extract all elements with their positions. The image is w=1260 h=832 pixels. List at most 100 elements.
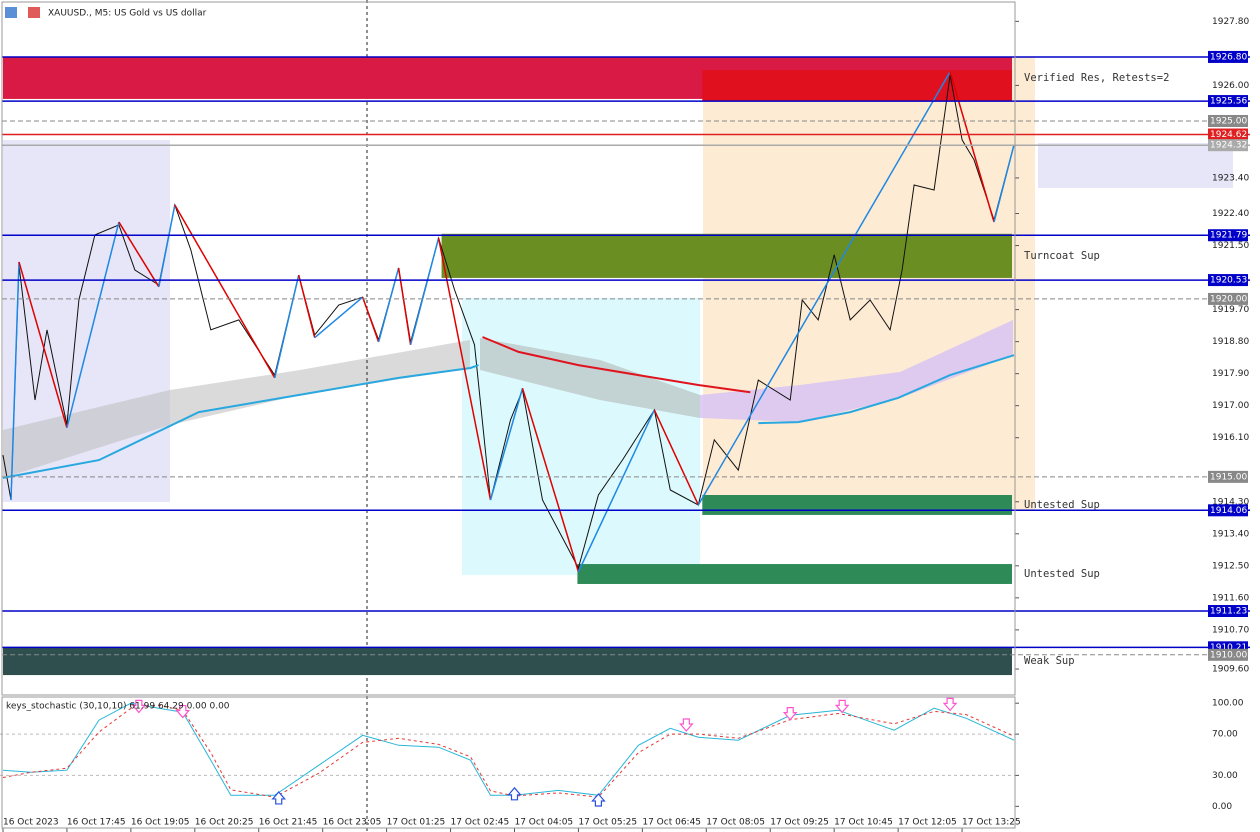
level-label: 1910.21 xyxy=(1210,643,1247,653)
x-tick-label: 17 Oct 01:25 xyxy=(387,818,446,828)
series-line xyxy=(2,702,1015,796)
signal-arrow xyxy=(271,791,287,805)
y-tick-label: 1914.30 xyxy=(1212,497,1249,507)
level-box xyxy=(1208,50,1248,63)
symbol-title: XAUUSD., M5: US Gold vs US dollar xyxy=(48,9,207,19)
zigzag-segment xyxy=(577,409,656,573)
series-line xyxy=(482,336,751,394)
y-tick-label: 1921.50 xyxy=(1212,241,1249,251)
zigzag-segment xyxy=(949,71,995,223)
y-tick-label: 1918.80 xyxy=(1212,337,1249,347)
series-line xyxy=(2,354,1015,479)
zone xyxy=(2,646,1013,676)
stoch-title: keys_stochastic (30,10,10) 61.99 64.29 0… xyxy=(6,702,230,712)
zone xyxy=(441,233,1013,278)
level-box xyxy=(1208,95,1248,108)
level-label: 1926.80 xyxy=(1210,52,1247,62)
level-label: 1914.06 xyxy=(1210,506,1247,516)
level-box xyxy=(1208,229,1248,242)
zone-label: Untested Sup xyxy=(1024,568,1100,580)
x-tick-label: 16 Oct 20:25 xyxy=(195,818,254,828)
level-label: 1924.62 xyxy=(1210,130,1247,140)
zigzag-segment xyxy=(437,237,492,501)
zigzag-segment xyxy=(409,237,440,346)
session-box xyxy=(1038,143,1233,188)
zigzag-segment xyxy=(10,261,20,501)
x-tick-label: 16 Oct 21:45 xyxy=(259,818,318,828)
y-tick-label: 70.00 xyxy=(1212,730,1238,740)
zigzag-segment xyxy=(18,261,68,428)
zone-label: Turncoat Sup xyxy=(1024,250,1100,262)
zigzag-segment xyxy=(521,388,580,573)
signal-arrow xyxy=(942,697,958,712)
zigzag-segment xyxy=(297,274,316,338)
y-tick-label: 30.00 xyxy=(1212,771,1238,781)
level-box xyxy=(1208,274,1248,287)
signal-arrow xyxy=(782,707,798,721)
y-tick-label: 1919.70 xyxy=(1212,305,1249,315)
x-tick-label: 17 Oct 04:05 xyxy=(514,818,573,828)
level-label: 1924.32 xyxy=(1210,141,1247,151)
zigzag-segment xyxy=(697,71,951,506)
zone-label: Weak Sup xyxy=(1024,655,1075,667)
signal-arrow xyxy=(834,699,850,714)
x-tick-label: 17 Oct 12:05 xyxy=(898,818,957,828)
y-tick-label: 0.00 xyxy=(1212,802,1232,812)
level-label: 1920.00 xyxy=(1210,294,1247,304)
level-label: 1920.53 xyxy=(1210,276,1247,286)
signal-arrow xyxy=(507,786,522,801)
y-tick-label: 1913.40 xyxy=(1212,529,1249,539)
x-tick-label: 17 Oct 05:25 xyxy=(578,818,637,828)
y-tick-label: 1911.60 xyxy=(1212,593,1249,603)
level-box xyxy=(1208,139,1248,152)
level-box xyxy=(1208,292,1248,305)
session-box xyxy=(703,57,1035,510)
signal-arrow xyxy=(591,793,606,807)
x-tick-label: 17 Oct 09:25 xyxy=(770,818,829,828)
zigzag-segment xyxy=(361,296,380,343)
level-box xyxy=(1208,605,1248,618)
level-label: 1911.23 xyxy=(1210,607,1247,617)
zigzag-segment xyxy=(174,204,276,379)
level-box xyxy=(1208,128,1248,141)
zigzag-segment xyxy=(314,296,364,339)
level-label: 1921.79 xyxy=(1210,231,1247,241)
x-tick-label: 16 Oct 2023 xyxy=(3,818,59,828)
level-label: 1910.00 xyxy=(1210,650,1247,660)
icon[interactable] xyxy=(5,7,17,18)
stoch-frame xyxy=(1,696,1016,829)
zigzag-segment xyxy=(489,388,524,501)
level-label: 1925.00 xyxy=(1210,116,1247,126)
y-tick-label: 1927.80 xyxy=(1212,17,1249,27)
y-tick-label: 1910.70 xyxy=(1212,625,1249,635)
y-tick-label: 100.00 xyxy=(1212,699,1244,709)
session-box xyxy=(462,298,700,575)
ma-band xyxy=(480,338,700,418)
signal-arrow xyxy=(679,718,694,732)
x-tick-label: 16 Oct 23:05 xyxy=(323,818,382,828)
x-tick-label: 16 Oct 17:45 xyxy=(67,818,126,828)
zone xyxy=(702,70,1013,102)
level-box xyxy=(1208,648,1248,661)
x-tick-label: 17 Oct 10:45 xyxy=(834,818,893,828)
y-tick-label: 1923.40 xyxy=(1212,173,1249,183)
zigzag-segment xyxy=(158,204,176,287)
level-label: 1925.56 xyxy=(1210,97,1247,107)
x-tick-label: 17 Oct 02:45 xyxy=(451,818,510,828)
zigzag-segment xyxy=(273,274,300,379)
level-box xyxy=(1208,114,1248,127)
y-tick-label: 1916.10 xyxy=(1212,433,1249,443)
zigzag-segment xyxy=(66,221,120,428)
x-tick-label: 17 Oct 08:05 xyxy=(706,818,765,828)
zigzag-segment xyxy=(118,221,160,288)
y-tick-label: 1917.90 xyxy=(1212,369,1249,379)
y-tick-label: 1926.00 xyxy=(1212,81,1249,91)
signal-arrow xyxy=(175,704,191,719)
y-tick-label: 1909.60 xyxy=(1212,665,1249,675)
icon[interactable] xyxy=(28,7,40,18)
plot: Verified Res, Retests=2 Turncoat Sup Untes… xyxy=(0,17,1250,832)
ma-band xyxy=(3,340,470,478)
main-frame xyxy=(1,1,1016,696)
